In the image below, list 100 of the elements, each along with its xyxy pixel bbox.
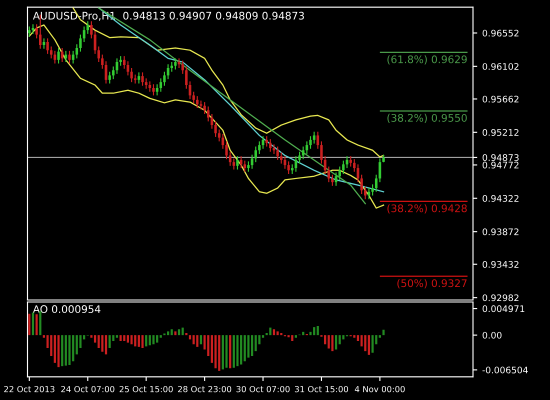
y-tick-label: 0.96102 bbox=[482, 63, 518, 70]
bar bbox=[32, 312, 34, 336]
bar bbox=[269, 328, 272, 336]
bar bbox=[64, 335, 67, 366]
x-tick-label: 24 Oct 07:00 bbox=[61, 386, 114, 392]
bar bbox=[244, 335, 246, 362]
bar bbox=[291, 335, 294, 342]
candlestick bbox=[284, 156, 286, 170]
candlestick bbox=[50, 46, 53, 59]
bar bbox=[192, 335, 195, 344]
bar bbox=[138, 335, 140, 347]
candlestick bbox=[240, 156, 242, 169]
x-tick-label: 31 Oct 15:00 bbox=[294, 386, 348, 392]
bar bbox=[250, 335, 254, 356]
candlestick bbox=[64, 50, 68, 63]
candlestick bbox=[243, 160, 246, 172]
bar bbox=[280, 332, 282, 336]
candlestick bbox=[130, 67, 133, 83]
bar bbox=[116, 335, 118, 338]
candlestick bbox=[42, 38, 46, 50]
bar bbox=[316, 326, 319, 336]
bar bbox=[156, 335, 158, 343]
x-tick-label: 25 Oct 15:00 bbox=[120, 386, 173, 392]
bar bbox=[331, 335, 334, 352]
candlestick bbox=[306, 140, 308, 155]
candlestick bbox=[312, 131, 316, 144]
candlestick bbox=[86, 20, 90, 34]
candlestick bbox=[141, 72, 144, 86]
candlestick bbox=[218, 128, 220, 142]
candlestick bbox=[269, 138, 272, 152]
candlestick bbox=[134, 74, 136, 84]
candlestick bbox=[338, 166, 341, 180]
bar bbox=[141, 335, 144, 348]
bar bbox=[178, 329, 180, 336]
candlestick bbox=[174, 58, 177, 70]
candlestick bbox=[196, 96, 199, 109]
x-tick-label: 30 Oct 07:00 bbox=[236, 386, 290, 392]
bar bbox=[222, 335, 224, 370]
ref-line-label: (38.2%) 0.9428 bbox=[387, 204, 467, 214]
candlestick bbox=[265, 136, 268, 148]
bar bbox=[236, 335, 239, 366]
candlestick bbox=[152, 84, 155, 96]
candlestick bbox=[60, 47, 64, 63]
bar bbox=[328, 335, 330, 348]
bar bbox=[240, 335, 242, 365]
candlestick bbox=[214, 120, 217, 138]
y-tick-label: 0.96552 bbox=[482, 30, 518, 37]
bar bbox=[108, 335, 111, 348]
candlestick bbox=[90, 20, 93, 39]
y-tick-label: 0.95662 bbox=[482, 96, 518, 103]
candlestick bbox=[254, 146, 258, 163]
bar bbox=[294, 335, 297, 338]
bar bbox=[104, 335, 108, 354]
ref-line-label: (38.2%) 0.9550 bbox=[387, 114, 467, 124]
bar bbox=[272, 329, 276, 336]
bar bbox=[134, 335, 136, 346]
bar bbox=[61, 335, 64, 366]
x-tick-label: 4 Nov 00:00 bbox=[354, 386, 405, 392]
ref-line-label: (61.8%) 0.9629 bbox=[387, 55, 467, 64]
y-tick-label: 0.94322 bbox=[482, 195, 518, 202]
candlestick bbox=[82, 26, 86, 43]
bar bbox=[98, 335, 100, 348]
y-tick-label: 0.95212 bbox=[482, 129, 518, 136]
y-tick-label: -0.006504 bbox=[482, 366, 528, 374]
bar bbox=[324, 335, 326, 344]
candlestick bbox=[236, 156, 239, 170]
candlestick bbox=[349, 156, 352, 168]
x-tick-label: 28 Oct 23:00 bbox=[178, 386, 232, 392]
y-tick-label: 0.94873 bbox=[482, 154, 519, 162]
bar bbox=[182, 328, 184, 336]
candlestick bbox=[160, 78, 162, 92]
bar bbox=[225, 335, 228, 368]
candlestick bbox=[232, 158, 236, 170]
bar bbox=[145, 335, 148, 346]
candlestick bbox=[290, 164, 294, 175]
bar bbox=[170, 329, 173, 336]
bar bbox=[218, 335, 220, 371]
bar bbox=[247, 335, 250, 358]
bar bbox=[68, 335, 71, 366]
y-tick-label: 0.94772 bbox=[482, 162, 518, 168]
y-tick-label: 0.92982 bbox=[482, 294, 518, 302]
candlestick bbox=[122, 56, 126, 70]
candlestick bbox=[206, 106, 210, 122]
bar bbox=[353, 335, 356, 338]
candlestick bbox=[32, 24, 34, 34]
bar bbox=[101, 335, 104, 352]
candlestick bbox=[28, 26, 31, 38]
candlestick bbox=[247, 160, 250, 172]
bar bbox=[57, 335, 60, 368]
bar bbox=[334, 335, 338, 350]
candlestick bbox=[287, 160, 290, 175]
chart-title: AO 0.000954 bbox=[32, 305, 100, 314]
bar bbox=[313, 327, 316, 336]
bar bbox=[36, 314, 38, 336]
y-tick-label: 0.93432 bbox=[482, 261, 518, 268]
candlestick bbox=[57, 47, 60, 64]
line-series bbox=[28, 24, 384, 209]
candlestick bbox=[276, 146, 279, 160]
candlestick bbox=[138, 72, 140, 84]
bar bbox=[126, 335, 130, 343]
